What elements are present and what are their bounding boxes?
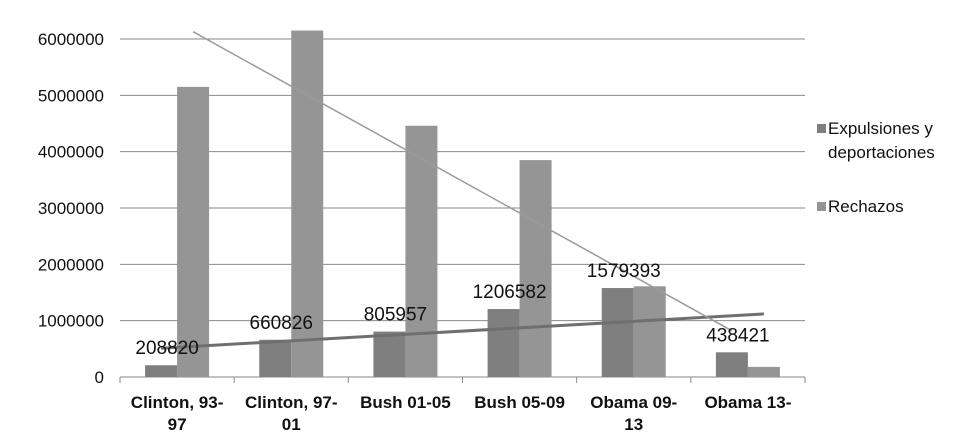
y-tick-label: 2000000 — [38, 255, 104, 274]
data-label: 438421 — [706, 325, 769, 346]
trend-layer — [160, 31, 765, 350]
trendline-series-2 — [192, 31, 733, 332]
y-tick-label: 0 — [95, 368, 104, 387]
y-tick-label: 4000000 — [38, 143, 104, 162]
y-tick-label: 6000000 — [38, 30, 104, 49]
x-tick-label: Obama 13- — [704, 393, 791, 412]
trendline-series-1 — [160, 312, 765, 350]
x-tick-label: Clinton, 97- — [245, 393, 338, 412]
legend-label: Rechazos — [828, 197, 904, 216]
x-tick-label: Bush 05-09 — [474, 393, 565, 412]
bar-series-1 — [373, 331, 406, 377]
x-tick-label: 97 — [168, 415, 187, 434]
bar-series-1 — [487, 309, 520, 377]
x-tick-label: 13 — [624, 415, 643, 434]
x-tick-label: Bush 01-05 — [360, 393, 451, 412]
legend-swatch — [817, 202, 826, 211]
bar-series-1 — [145, 365, 178, 377]
x-tick-label: Obama 09- — [590, 393, 677, 412]
bar-series-2 — [519, 160, 552, 377]
label-layer: 208820 660826 805957 1206582 1579393 438421 — [135, 261, 769, 359]
data-label: 208820 — [135, 338, 198, 359]
bar-series-2 — [177, 86, 210, 377]
axis-layer: 0 1000000 2000000 3000000 4000000 5000000 6000… — [38, 30, 806, 434]
legend-label: Expulsiones y — [828, 119, 933, 138]
legend-label: deportaciones — [828, 143, 935, 162]
bar-series-1 — [259, 339, 292, 377]
legend-swatch — [817, 124, 826, 133]
bar-layer — [145, 30, 780, 378]
data-label: 660826 — [250, 313, 313, 334]
bar-series-2 — [405, 125, 438, 378]
y-tick-label: 1000000 — [38, 312, 104, 331]
y-tick-label: 5000000 — [38, 86, 104, 105]
y-tick-label: 3000000 — [38, 199, 104, 218]
bar-series-2 — [633, 286, 666, 377]
grid-layer — [120, 38, 805, 322]
data-label: 1579393 — [587, 261, 661, 282]
legend: Expulsiones y deportaciones Rechazos — [817, 119, 935, 216]
x-tick-label: Clinton, 93- — [131, 393, 224, 412]
bar-series-1 — [601, 288, 634, 377]
bar-series-2 — [747, 366, 780, 377]
x-tick-label: 01 — [282, 415, 301, 434]
data-label: 1206582 — [473, 282, 547, 303]
data-label: 805957 — [364, 305, 427, 326]
bar-series-1 — [715, 352, 748, 377]
